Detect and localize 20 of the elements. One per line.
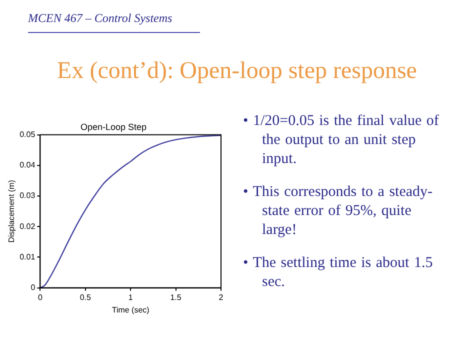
x-tick-label: 0.5 bbox=[80, 292, 92, 302]
text: Ex (cont’d): Open-loop step response bbox=[56, 58, 418, 85]
y-tick-label: 0 bbox=[30, 283, 36, 292]
x-tick-label: 1.5 bbox=[170, 292, 182, 302]
x-axis-title: Time (sec) bbox=[112, 305, 150, 314]
x-tick-label: 1 bbox=[128, 292, 134, 302]
chart-title: Open-Loop Step bbox=[80, 122, 147, 132]
text: • The settling time is about 1.5 sec. bbox=[243, 254, 434, 292]
line-series bbox=[40, 134, 221, 288]
x-tick-label: 0 bbox=[38, 292, 43, 302]
y-axis-title: Displacement (m) bbox=[7, 180, 16, 243]
text: • 1/20=0.05 is the final value of the output to an unit step input. bbox=[243, 112, 440, 169]
text: • This corresponds to a steady-state error of 95%, quite large! bbox=[243, 183, 434, 240]
text: MCEN 467 – Control Systems bbox=[28, 11, 200, 33]
y-tick-label: 0.02 bbox=[20, 222, 36, 231]
y-tick-label: 0.05 bbox=[20, 130, 36, 140]
y-tick-label: 0.03 bbox=[20, 191, 36, 200]
y-tick-label: 0.04 bbox=[20, 160, 36, 170]
x-tick-label: 2 bbox=[218, 292, 224, 302]
y-tick-label: 0.01 bbox=[20, 252, 36, 262]
